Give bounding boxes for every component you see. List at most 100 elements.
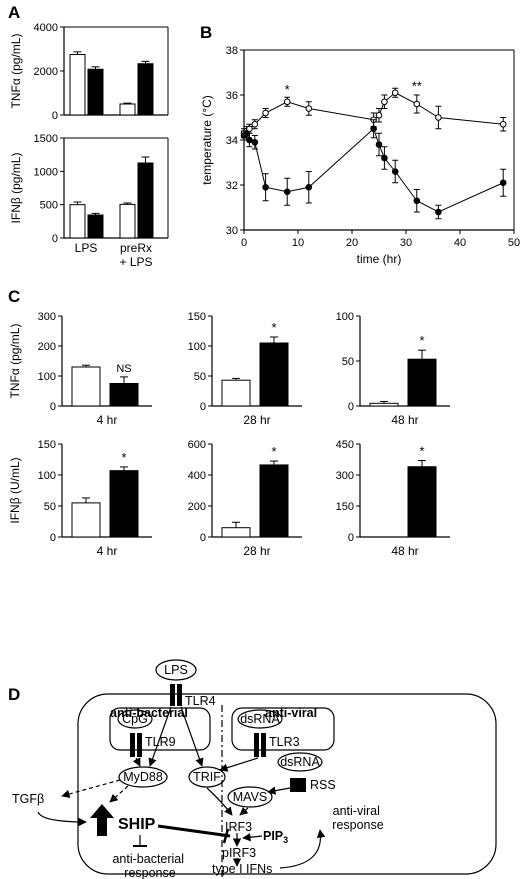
panel-b-chart: 30 32 34 36 38 0 10 20 30 40 50 time (hr) temperatur… xyxy=(200,45,520,266)
bar xyxy=(69,204,86,239)
mavs-label: MAVS xyxy=(233,790,268,804)
myd88-node xyxy=(118,766,168,788)
data-point xyxy=(375,111,383,119)
anti-bacterial-response-line-1: anti-bacterial xyxy=(112,852,184,866)
panel-label-a: A xyxy=(8,3,20,22)
dsrna-endosome-node xyxy=(237,709,283,729)
timepoint-label: 4 hr xyxy=(97,413,118,427)
dsrna-cytoplasm-node xyxy=(277,752,323,772)
data-point xyxy=(262,109,269,117)
subplot-4hr: 0 50 100 150 * 4 hr xyxy=(38,439,152,558)
bar xyxy=(137,63,154,116)
y-tick-label: 1500 xyxy=(34,133,58,145)
panel-a-tnf-chart: 0 2000 4000 TNFα (pg/mL) xyxy=(9,22,169,122)
significance-label: * xyxy=(121,450,126,465)
data-point xyxy=(391,168,399,175)
cpg-label: CpG xyxy=(122,712,148,726)
arrow-pip3-pirf3 xyxy=(242,833,263,842)
arrow-tgfb-ship xyxy=(37,811,87,827)
tlr3-label: TLR3 xyxy=(269,735,300,749)
arrow-myd88-ship xyxy=(109,785,129,803)
x-tick-label: 50 xyxy=(508,237,520,249)
data-point xyxy=(375,141,383,148)
arrow-ifn-antiviral xyxy=(279,829,326,869)
trif-label: TRIF xyxy=(193,770,221,784)
endosome-left xyxy=(109,707,211,751)
panel-c-ifn: 0 50 100 150 * 4 hr 0 200 400 600 * 28 hr 0 150 300 450… xyxy=(8,439,450,558)
timepoint-label: 28 hr xyxy=(243,544,270,558)
y-tick-label: 50 xyxy=(194,371,206,383)
y-tick-label: 100 xyxy=(38,371,56,383)
y-tick-label: 100 xyxy=(38,470,56,482)
data-point xyxy=(413,100,421,108)
bar xyxy=(119,103,136,116)
y-tick-label: 200 xyxy=(38,341,56,353)
subplot-28hr: 0 200 400 600 * 28 hr xyxy=(188,439,302,558)
panel-label-b: B xyxy=(200,23,212,42)
data-point xyxy=(435,114,442,121)
heading-anti-bacterial: anti-bacterial xyxy=(110,706,188,720)
x-tick-label: 20 xyxy=(346,237,358,249)
inhibit-bar-irf3 xyxy=(222,828,230,844)
cell-membrane xyxy=(77,693,497,875)
data-point xyxy=(370,125,377,133)
y-tick-label: 150 xyxy=(188,311,206,323)
series-filled xyxy=(240,119,507,220)
bar xyxy=(109,383,139,407)
timepoint-label: 48 hr xyxy=(391,544,418,558)
tlr9-label: TLR9 xyxy=(145,735,176,749)
bar xyxy=(87,214,104,239)
y-tick-label: 50 xyxy=(44,501,56,513)
lps-label: LPS xyxy=(164,663,188,677)
y-tick-label: 38 xyxy=(226,45,238,57)
y-tick-label: 300 xyxy=(38,311,56,323)
signaling-diagram: anti-bacterial anti-viral LPS TLR4 CpG T… xyxy=(12,659,497,879)
y-tick-label: 0 xyxy=(52,110,58,122)
bar xyxy=(407,358,437,407)
y-axis-label: temperature (°C) xyxy=(200,95,214,185)
mavs-node xyxy=(227,786,273,808)
y-tick-label: 0 xyxy=(348,532,354,544)
rss-label: RSS xyxy=(310,778,336,792)
ship-label: SHIP xyxy=(118,816,156,833)
pip3-label: PIP3 xyxy=(263,829,288,845)
rss-sensor xyxy=(290,778,306,792)
panel-label-d: D xyxy=(8,685,20,704)
data-point xyxy=(499,179,507,187)
arrow-tlr9-myd88 xyxy=(132,757,141,767)
category-label: + LPS xyxy=(119,255,152,269)
significance-label: * xyxy=(271,444,276,459)
arrow-tlr4-myd88 xyxy=(148,706,172,767)
irf3-label: IRF3 xyxy=(225,820,252,834)
y-tick-label: 150 xyxy=(38,439,56,451)
data-point xyxy=(283,98,291,106)
arrow-tlr4-trif xyxy=(180,706,204,767)
y-tick-label: 0 xyxy=(52,233,58,245)
bar xyxy=(71,366,101,407)
dsrna-cytoplasm-label: dsRNA xyxy=(280,755,320,769)
timepoint-label: 4 hr xyxy=(97,544,118,558)
bar xyxy=(69,54,86,116)
data-point xyxy=(262,183,269,191)
tlr4-receptor-b xyxy=(177,684,182,706)
y-tick-label: 0 xyxy=(50,532,56,544)
trif-node xyxy=(188,766,226,788)
y-tick-label: 1000 xyxy=(34,166,58,178)
endosome-right xyxy=(231,707,335,751)
arrow-rss-mavs xyxy=(267,786,291,795)
category-label: preRx xyxy=(120,241,152,255)
significance-label: * xyxy=(271,320,276,335)
y-tick-label: 0 xyxy=(200,532,206,544)
y-tick-label: 450 xyxy=(336,439,354,451)
y-tick-label: 0 xyxy=(348,401,354,413)
y-tick-label: 50 xyxy=(342,356,354,368)
anti-viral-response-label: anti-viral response xyxy=(332,804,383,832)
anti-bacterial-response-label: anti-bacterial response xyxy=(112,852,187,879)
y-tick-label: 2000 xyxy=(34,66,58,78)
y-axis-label: IFNβ (pg/mL) xyxy=(9,153,23,224)
y-tick-label: 300 xyxy=(336,470,354,482)
timepoint-label: 48 hr xyxy=(391,413,418,427)
bar xyxy=(407,466,437,538)
bar xyxy=(87,68,104,116)
